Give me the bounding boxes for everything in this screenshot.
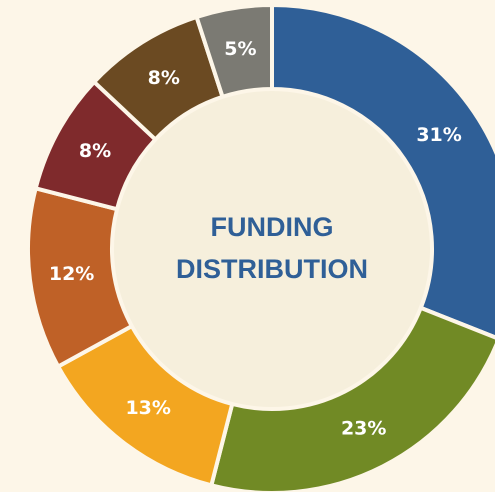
value-label: 13% <box>125 397 170 419</box>
donut-slice <box>208 305 495 492</box>
center-label: DISTRIBUTION <box>176 254 368 284</box>
donut-slice <box>194 2 274 100</box>
value-label: 23% <box>341 417 386 439</box>
value-label: 31% <box>416 124 461 146</box>
donut-slice <box>270 2 495 340</box>
value-label: 8% <box>79 140 111 162</box>
center-label: FUNDING <box>211 212 334 242</box>
donut-center <box>114 91 430 407</box>
value-label: 12% <box>49 263 94 285</box>
value-label: 8% <box>148 67 180 89</box>
value-label: 5% <box>224 38 256 60</box>
